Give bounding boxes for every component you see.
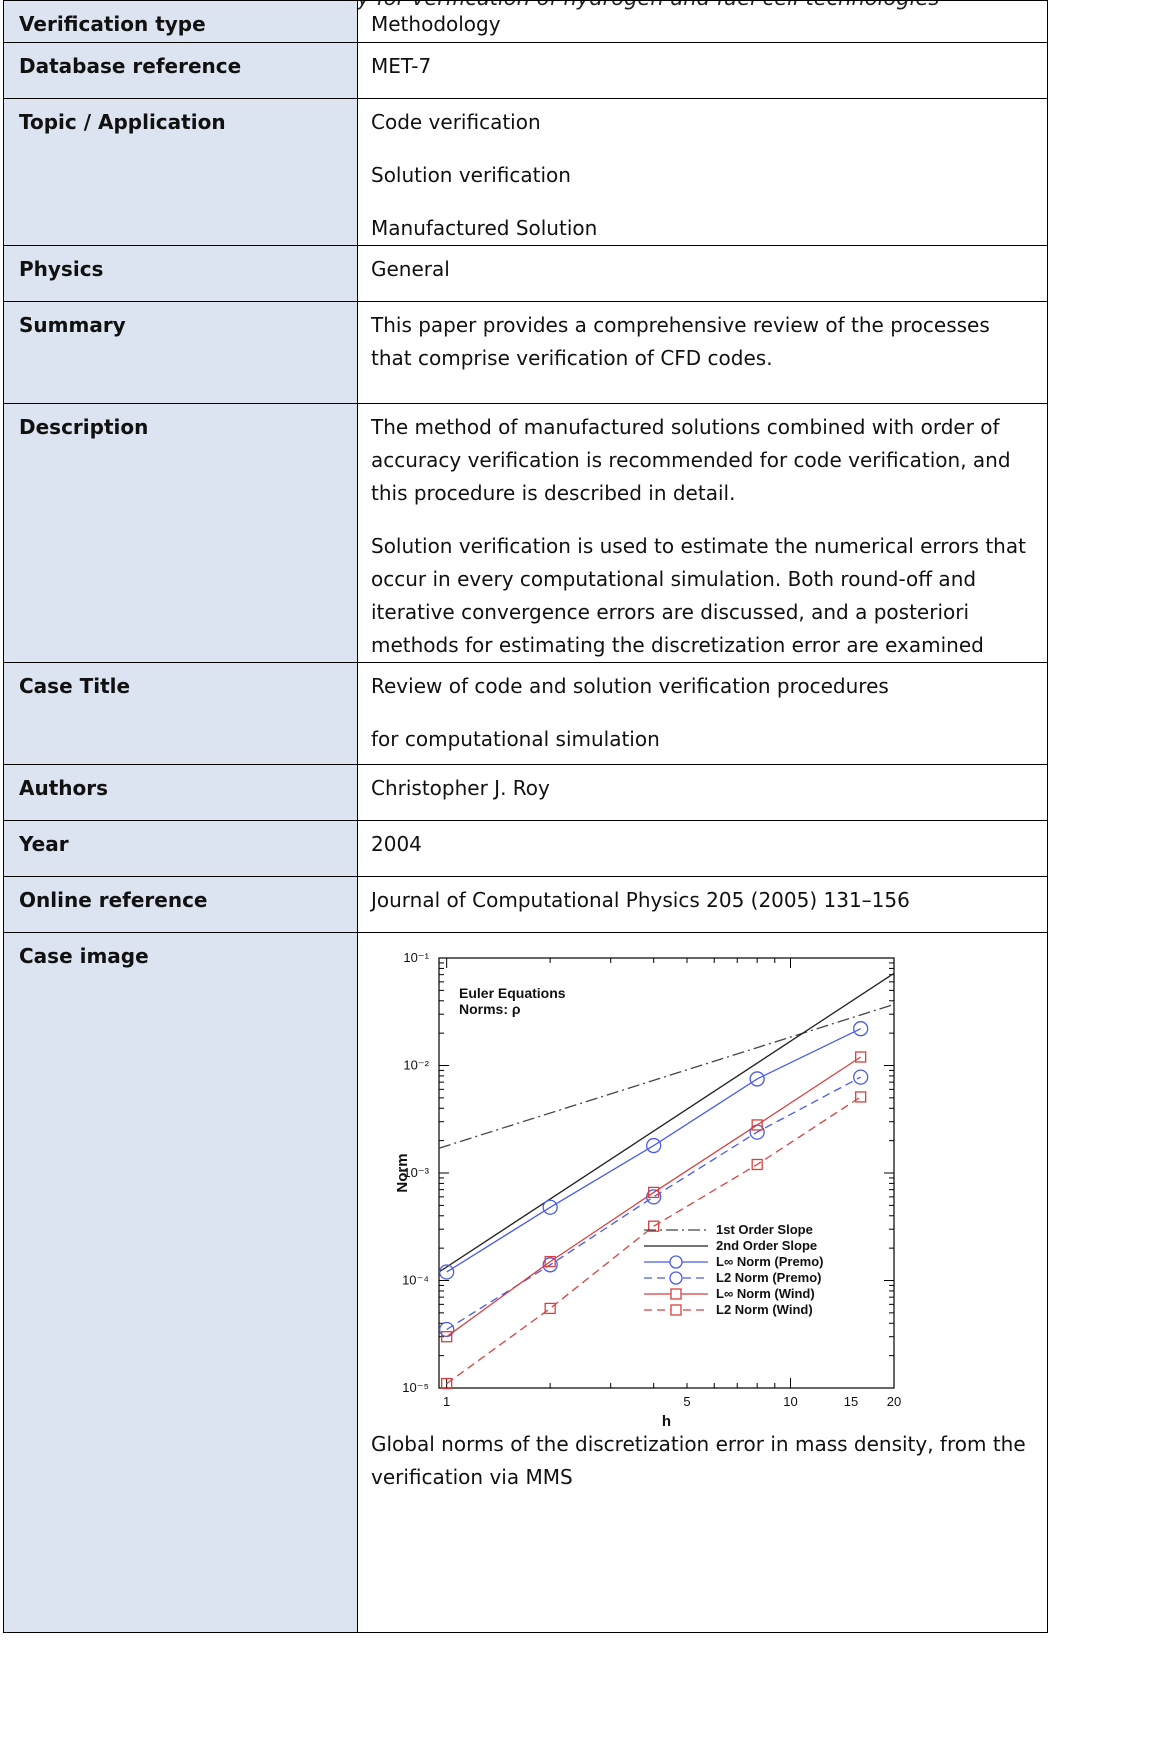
data-point (648, 1186, 660, 1199)
verification-table: Verification type Methodology Database ref… (3, 0, 1048, 1633)
value-paragraph: The method of manufactured solutions com… (371, 415, 1011, 505)
x-tick-label: 5 (683, 1394, 690, 1409)
series-line (446, 1096, 862, 1385)
y-tick-label: 10⁻⁴ (402, 1273, 429, 1288)
annotation-title: Euler Equations (459, 985, 566, 1001)
legend-label: L2 Norm (Premo) (716, 1270, 821, 1285)
value-paragraph: Methodology (371, 12, 501, 36)
legend-label: L∞ Norm (Premo) (716, 1254, 824, 1269)
table-row: Verification type Methodology (3, 0, 1048, 43)
value-paragraph: Solution verification (371, 163, 571, 187)
x-tick-label: 20 (887, 1394, 901, 1409)
series-line (439, 972, 894, 1273)
row-value: General (357, 245, 1048, 302)
legend-label: L2 Norm (Wind) (716, 1302, 813, 1317)
data-point (853, 1021, 869, 1037)
value-paragraph: Solution verification is used to estimat… (371, 534, 1026, 657)
table-row: Authors Christopher J. Roy (3, 764, 1048, 821)
legend-label: 1st Order Slope (716, 1222, 813, 1237)
value-paragraph: Journal of Computational Physics 205 (20… (371, 888, 910, 912)
row-label: Description (3, 403, 358, 663)
row-label: Authors (3, 764, 358, 821)
data-point (751, 1158, 763, 1171)
data-point (855, 1091, 867, 1103)
table-row: Online reference Journal of Computational… (3, 876, 1048, 933)
row-value: Code verification Solution verification Ma… (357, 98, 1048, 246)
annotation-norms: Norms: ρ (459, 1001, 521, 1017)
row-value: 10⁻⁵ 10⁻⁴ 10⁻³ 10⁻² 10⁻¹ 1 5 10 15 20 h Norm Euler E… (357, 932, 1048, 1633)
data-point (439, 1264, 455, 1280)
y-tick-label: 10⁻¹ (403, 950, 429, 965)
row-value: The method of manufactured solutions com… (357, 403, 1048, 663)
table-row: Database reference MET-7 (3, 42, 1048, 99)
row-value: MET-7 (357, 42, 1048, 99)
value-paragraph: 2004 (371, 832, 422, 856)
row-value: Methodology (357, 0, 1048, 43)
row-label: Case Title (3, 662, 358, 765)
table-row: Case Title Review of code and solution ve… (3, 662, 1048, 765)
row-label: Online reference (3, 876, 358, 933)
value-paragraph: General (371, 257, 450, 281)
series-line (446, 1056, 862, 1338)
figure-caption: Global norms of the discretization error… (371, 1432, 1026, 1489)
data-point (542, 1257, 558, 1273)
data-point (751, 1119, 763, 1131)
row-label: Topic / Application (3, 98, 358, 246)
row-label: Physics (3, 245, 358, 302)
table-row-case-image: Case image 10⁻⁵ 10⁻⁴ 10⁻³ 10⁻² 10⁻¹ 1 5 10 15 20 h… (3, 932, 1048, 1633)
data-point (749, 1071, 765, 1087)
series-line (446, 1028, 861, 1273)
data-point (542, 1199, 558, 1215)
legend-marker (669, 1271, 683, 1285)
legend-marker (669, 1255, 683, 1269)
y-axis-label: Norm (394, 1153, 411, 1192)
value-paragraph: Review of code and solution verification… (371, 674, 889, 698)
value-paragraph: MET-7 (371, 54, 432, 78)
row-label: Verification type (3, 0, 358, 43)
table-row: Physics General (3, 245, 1048, 302)
x-tick-label: 10 (783, 1394, 797, 1409)
legend-marker (670, 1304, 682, 1316)
table-row: Description The method of manufactured so… (3, 403, 1048, 663)
row-value: Christopher J. Roy (357, 764, 1048, 821)
row-value: 2004 (357, 820, 1048, 877)
data-point (646, 1137, 662, 1154)
plot-frame (438, 957, 895, 1389)
legend-label: 2nd Order Slope (716, 1238, 817, 1253)
row-label: Year (3, 820, 358, 877)
y-tick-label: 10⁻⁵ (402, 1380, 429, 1395)
data-point (648, 1220, 660, 1232)
row-value: Journal of Computational Physics 205 (20… (357, 876, 1048, 933)
data-point (441, 1331, 453, 1343)
x-axis-label: h (662, 1413, 671, 1428)
data-point (544, 1302, 556, 1315)
series-line (439, 1003, 894, 1149)
x-tick-label: 1 (443, 1394, 450, 1409)
data-point (853, 1069, 869, 1085)
row-label: Case image (3, 932, 358, 1633)
table-row: Year 2004 (3, 820, 1048, 877)
data-point (441, 1377, 453, 1390)
data-point (855, 1051, 867, 1063)
legend-marker (670, 1288, 682, 1300)
row-label: Summary (3, 301, 358, 404)
value-paragraph: Manufactured Solution (371, 216, 598, 240)
data-point (544, 1255, 556, 1268)
y-tick-label: 10⁻² (403, 1058, 429, 1073)
legend-label: L∞ Norm (Wind) (716, 1286, 815, 1301)
value-paragraph: Christopher J. Roy (371, 776, 550, 800)
y-tick-label: 10⁻³ (403, 1165, 429, 1180)
table-row: Summary This paper provides a comprehensi… (3, 301, 1048, 404)
table-row: Topic / Application Code verification Solu… (3, 98, 1048, 246)
value-paragraph: for computational simulation (371, 727, 660, 751)
row-value: Review of code and solution verification… (357, 662, 1048, 765)
value-paragraph: Code verification (371, 110, 541, 134)
row-value: This paper provides a comprehensive revi… (357, 301, 1048, 404)
value-paragraph: This paper provides a comprehensive revi… (371, 313, 990, 370)
x-tick-label: 15 (844, 1394, 858, 1409)
row-label: Database reference (3, 42, 358, 99)
